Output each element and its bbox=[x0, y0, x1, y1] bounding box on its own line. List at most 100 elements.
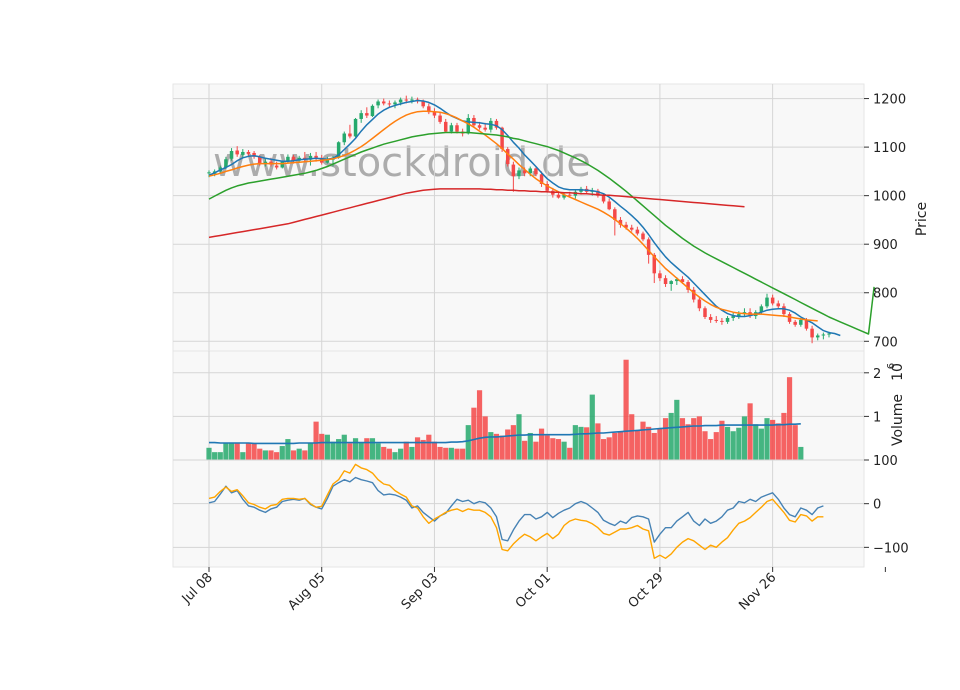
candle-body bbox=[652, 254, 657, 274]
candle-body bbox=[500, 127, 504, 150]
candle-body bbox=[342, 133, 347, 143]
volume-bar bbox=[589, 394, 595, 460]
candle-body bbox=[810, 328, 814, 338]
candle-body bbox=[799, 319, 803, 325]
candle-body bbox=[528, 168, 533, 174]
volume-bar bbox=[781, 412, 787, 460]
candle-body bbox=[737, 314, 741, 317]
volume-bar bbox=[330, 441, 336, 460]
volume-bar bbox=[290, 450, 297, 460]
candle-body bbox=[556, 194, 561, 198]
candle-body bbox=[443, 121, 448, 132]
volume-bar bbox=[296, 448, 302, 460]
volume-bar bbox=[584, 427, 590, 460]
volume-bar bbox=[206, 447, 212, 460]
x-tick-label: Oct 01 bbox=[513, 570, 554, 611]
volume-bar bbox=[369, 438, 376, 460]
x-tick-label: Nov 26 bbox=[736, 570, 779, 613]
volume-bar bbox=[499, 435, 505, 460]
candle-body bbox=[770, 297, 775, 304]
ma-slow-line bbox=[208, 131, 875, 335]
volume-unit-base: 10 bbox=[890, 363, 906, 381]
y-tick-label: 2 bbox=[873, 367, 881, 382]
oscillator-marks bbox=[208, 463, 824, 559]
candle-body bbox=[489, 120, 493, 130]
volume-bar bbox=[460, 448, 466, 460]
candle-body bbox=[224, 159, 228, 168]
candle-body bbox=[787, 314, 792, 322]
candle-body bbox=[241, 151, 245, 155]
oscillator-axis: −100 0 100 bbox=[864, 454, 909, 556]
candle-body bbox=[466, 117, 471, 134]
volume-bar bbox=[685, 424, 691, 460]
volume-bar bbox=[319, 433, 325, 460]
y-tick-label: −100 bbox=[873, 541, 909, 556]
candle-body bbox=[641, 233, 645, 240]
volume-bar bbox=[465, 425, 471, 460]
volume-bar bbox=[228, 443, 235, 460]
y-tick-label: 1 bbox=[873, 410, 881, 425]
candle-body bbox=[308, 155, 313, 160]
candle-body bbox=[235, 150, 239, 155]
candle-body bbox=[246, 151, 251, 154]
volume-bar bbox=[741, 416, 748, 460]
volume-bar bbox=[386, 448, 392, 460]
volume-bar bbox=[786, 377, 793, 460]
volume-bar bbox=[482, 416, 488, 460]
candle-body bbox=[703, 308, 707, 318]
candle-body bbox=[229, 150, 234, 159]
volume-bar bbox=[629, 414, 635, 460]
volume-bar bbox=[234, 443, 240, 460]
volume-bar bbox=[572, 425, 578, 460]
volume-bar bbox=[708, 439, 714, 460]
volume-bar bbox=[747, 403, 753, 460]
volume-bar bbox=[510, 425, 516, 460]
volume-bar bbox=[533, 441, 539, 460]
y-tick-label: 900 bbox=[873, 238, 898, 253]
volume-bar bbox=[341, 434, 347, 460]
volume-bar bbox=[358, 442, 364, 460]
volume-axis: 12 bbox=[864, 367, 881, 425]
volume-bar bbox=[443, 447, 449, 460]
candle-body bbox=[291, 156, 296, 161]
candle-body bbox=[325, 159, 330, 163]
candle-body bbox=[370, 105, 375, 117]
volume-bar bbox=[668, 412, 674, 460]
volume-bar bbox=[578, 426, 584, 460]
volume-bar bbox=[245, 443, 252, 460]
volume-bar bbox=[640, 421, 646, 460]
candle-body bbox=[821, 334, 826, 336]
candle-body bbox=[410, 99, 414, 101]
candle-body bbox=[714, 319, 719, 321]
candle-body bbox=[646, 239, 651, 255]
volume-bar bbox=[595, 423, 601, 460]
volume-bar bbox=[634, 430, 640, 460]
volume-bar bbox=[352, 438, 359, 460]
volume-bar bbox=[544, 435, 550, 460]
volume-bar bbox=[516, 414, 522, 460]
volume-bar bbox=[471, 407, 477, 460]
price-axis-label: Price bbox=[914, 202, 930, 236]
volume-bar bbox=[696, 416, 702, 460]
candle-body bbox=[534, 168, 538, 175]
volume-bar bbox=[392, 452, 398, 460]
volume-bar bbox=[527, 432, 533, 460]
volume-bar bbox=[285, 439, 291, 460]
volume-bar bbox=[612, 432, 618, 460]
volume-bar bbox=[437, 446, 443, 460]
volume-bar bbox=[262, 450, 268, 460]
candle-body bbox=[286, 156, 290, 162]
candle-body bbox=[629, 227, 634, 230]
volume-bar bbox=[522, 440, 528, 460]
volume-bar bbox=[302, 450, 308, 460]
candle-body bbox=[539, 174, 544, 185]
candle-body bbox=[725, 317, 730, 322]
candle-body bbox=[545, 184, 549, 191]
volume-bar bbox=[476, 390, 483, 460]
candle-body bbox=[697, 299, 702, 309]
price-grid bbox=[173, 84, 864, 351]
x-axis: Jul 08 Aug 05 Sep 03 Oct 01 Oct 29 Nov 26 bbox=[179, 567, 886, 613]
candle-body bbox=[635, 229, 640, 234]
price-panel-background bbox=[172, 83, 865, 352]
candle-body bbox=[658, 273, 662, 279]
